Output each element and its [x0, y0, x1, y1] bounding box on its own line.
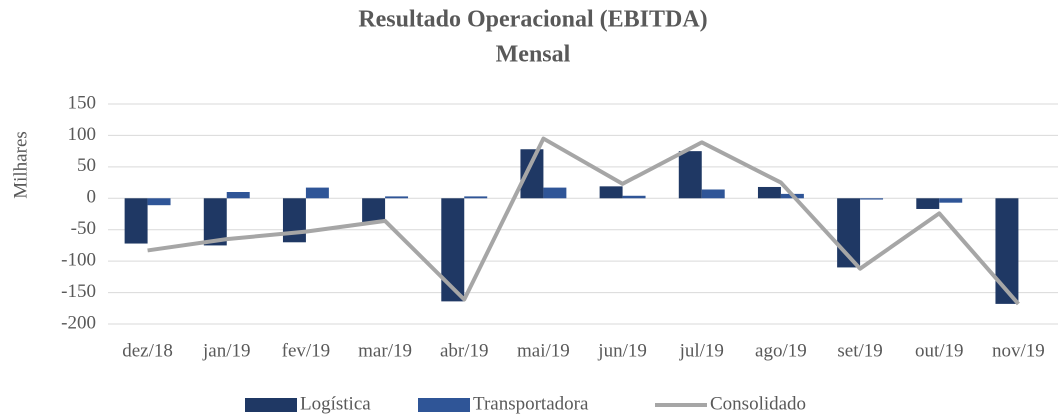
x-tick-label: mai/19 — [517, 340, 570, 361]
bar — [995, 198, 1019, 304]
bar — [916, 198, 940, 209]
bar — [362, 198, 386, 223]
y-tick-label: -50 — [71, 218, 96, 239]
bar — [385, 196, 409, 199]
bar — [441, 198, 465, 302]
bar — [464, 196, 488, 199]
y-tick-label: 50 — [77, 155, 96, 176]
bar — [939, 198, 963, 203]
y-axis-label: Milhares — [10, 131, 31, 199]
y-tick-label: 150 — [68, 92, 97, 113]
bar — [543, 187, 567, 199]
y-tick-label: -200 — [61, 312, 96, 333]
x-tick-label: nov/19 — [992, 340, 1045, 361]
x-tick-label: out/19 — [915, 340, 964, 361]
legend-label: Logística — [300, 393, 371, 414]
x-tick-label: jul/19 — [679, 340, 724, 361]
bar — [622, 195, 646, 199]
x-tick-label: ago/19 — [755, 340, 807, 361]
legend-swatch — [418, 398, 470, 412]
bar — [678, 151, 702, 199]
bar — [226, 192, 250, 199]
chart-title: Resultado Operacional (EBITDA) — [358, 7, 707, 33]
x-tick-label: jun/19 — [597, 340, 647, 361]
bar — [147, 198, 171, 206]
bar — [124, 198, 148, 244]
bar — [599, 186, 623, 199]
bar — [203, 198, 227, 246]
bar — [860, 198, 884, 200]
y-tick-label: -150 — [61, 281, 96, 302]
y-tick-label: 0 — [87, 187, 97, 208]
y-tick-label: -100 — [61, 250, 96, 271]
line — [147, 136, 1020, 306]
legend-label: Consolidado — [710, 393, 806, 414]
bar — [520, 149, 544, 199]
x-tick-label: fev/19 — [282, 340, 331, 361]
bar — [282, 198, 306, 243]
x-tick-label: jan/19 — [202, 340, 251, 361]
bar — [701, 189, 725, 199]
chart-subtitle: Mensal — [496, 42, 571, 68]
bar — [757, 186, 781, 199]
x-tick-label: set/19 — [837, 340, 882, 361]
legend-label: Transportadora — [473, 393, 589, 414]
x-tick-label: abr/19 — [440, 340, 489, 361]
bar — [305, 187, 329, 199]
x-tick-label: mar/19 — [358, 340, 412, 361]
y-tick-label: 100 — [68, 124, 97, 145]
x-tick-label: dez/18 — [122, 340, 173, 361]
legend-swatch — [245, 398, 297, 412]
